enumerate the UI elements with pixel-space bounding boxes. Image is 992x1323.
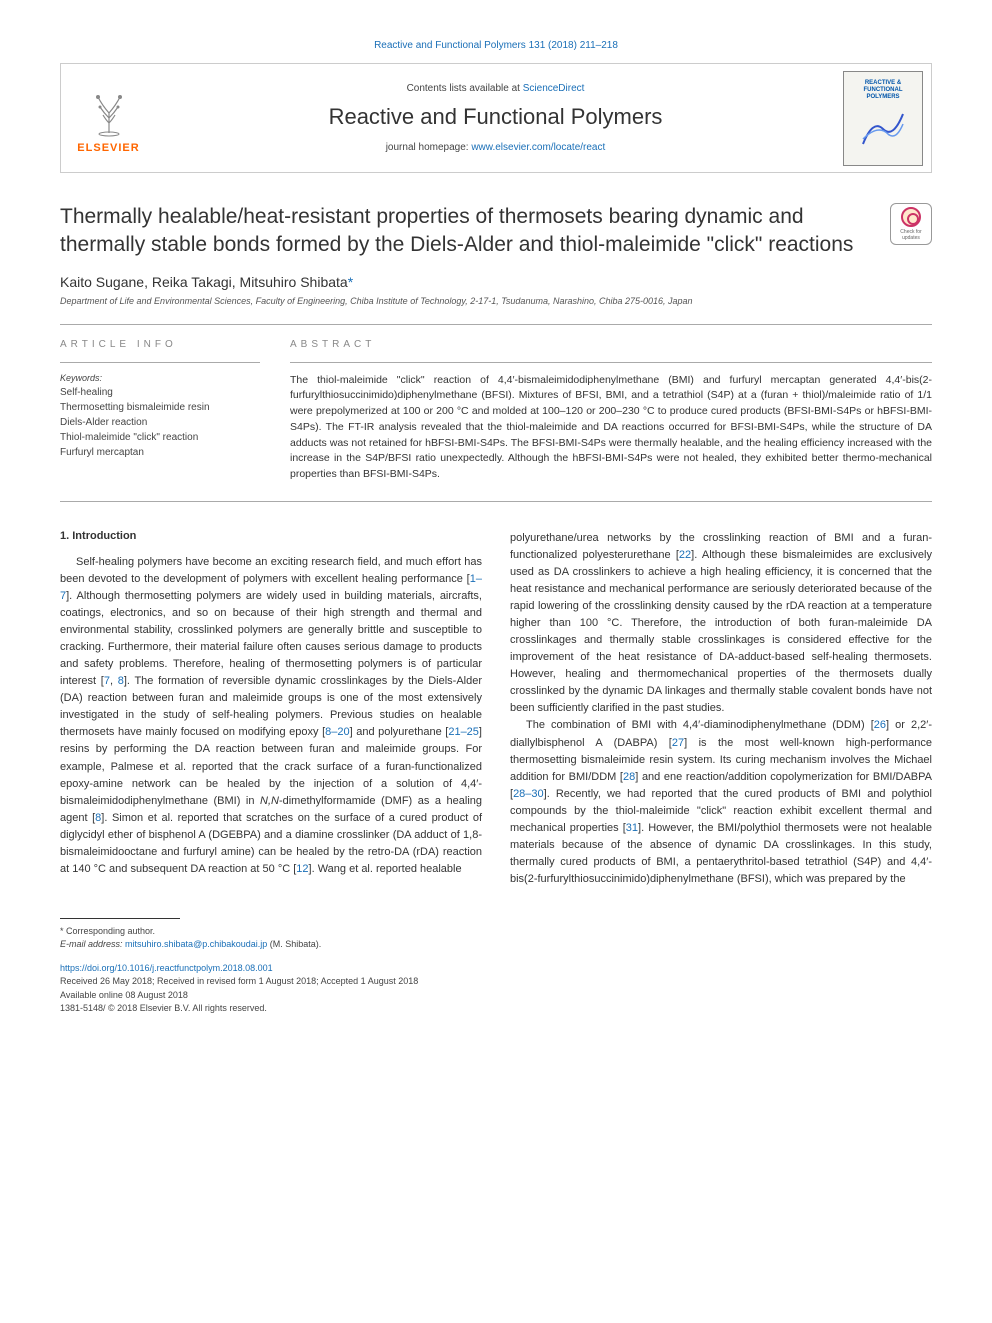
journal-header-box: ELSEVIER Contents lists available at Sci… — [60, 63, 932, 173]
email-line: E-mail address: mitsuhiro.shibata@p.chib… — [60, 938, 932, 952]
elsevier-wordmark: ELSEVIER — [77, 142, 139, 154]
section-title: Introduction — [72, 530, 136, 542]
body-columns: 1. Introduction Self-healing polymers ha… — [60, 530, 932, 888]
homepage-line: journal homepage: www.elsevier.com/locat… — [156, 142, 835, 153]
crossmark-badge[interactable]: Check for updates — [890, 203, 932, 245]
body-text: ]. Although thermosetting polymers are w… — [60, 590, 482, 687]
body-column-left: 1. Introduction Self-healing polymers ha… — [60, 530, 482, 888]
homepage-prefix: journal homepage: — [386, 142, 472, 153]
body-text-italic: N,N — [260, 795, 279, 807]
ref-link[interactable]: 26 — [874, 719, 886, 731]
article-info-column: ARTICLE INFO Keywords: Self-healing Ther… — [60, 339, 260, 483]
footnote-block: * Corresponding author. E-mail address: … — [60, 925, 932, 952]
body-text: The combination of BMI with 4,4′-diamino… — [526, 719, 874, 731]
authors-line: Kaito Sugane, Reika Takagi, Mitsuhiro Sh… — [60, 274, 932, 290]
available-line: Available online 08 August 2018 — [60, 989, 932, 1003]
badge-text: updates — [902, 235, 920, 241]
ref-link[interactable]: 22 — [679, 549, 691, 561]
cover-line: FUNCTIONAL — [864, 87, 903, 94]
cover-line: REACTIVE & — [865, 80, 901, 87]
elsevier-tree-icon — [84, 83, 134, 138]
ref-link[interactable]: 27 — [672, 737, 684, 749]
divider — [290, 362, 932, 363]
cover-line: POLYMERS — [866, 94, 899, 101]
affiliation: Department of Life and Environmental Sci… — [60, 296, 932, 306]
ref-link[interactable]: 28–30 — [513, 788, 544, 800]
abstract-label: ABSTRACT — [290, 339, 932, 350]
ref-link[interactable]: 8–20 — [325, 726, 349, 738]
keyword-item: Diels-Alder reaction — [60, 415, 260, 430]
sciencedirect-link[interactable]: ScienceDirect — [523, 83, 585, 94]
homepage-link[interactable]: www.elsevier.com/locate/react — [471, 142, 605, 153]
keyword-item: Self-healing — [60, 385, 260, 400]
journal-cover-thumb: REACTIVE & FUNCTIONAL POLYMERS — [843, 71, 923, 166]
journal-name: Reactive and Functional Polymers — [156, 104, 835, 130]
ref-link[interactable]: 21–25 — [448, 726, 479, 738]
body-column-right: polyurethane/urea networks by the crossl… — [510, 530, 932, 888]
keywords-heading: Keywords: — [60, 373, 260, 383]
elsevier-logo: ELSEVIER — [61, 64, 156, 172]
body-text: ]. Although these bismaleimides are excl… — [510, 549, 932, 714]
article-info-label: ARTICLE INFO — [60, 339, 260, 350]
section-number: 1. — [60, 530, 69, 542]
contents-line: Contents lists available at ScienceDirec… — [156, 83, 835, 94]
abstract-column: ABSTRACT The thiol-maleimide "click" rea… — [290, 339, 932, 483]
abstract-text: The thiol-maleimide "click" reaction of … — [290, 373, 932, 483]
email-name: (M. Shibata). — [267, 939, 321, 949]
email-link[interactable]: mitsuhiro.shibata@p.chibakoudai.jp — [125, 939, 267, 949]
keywords-list: Self-healing Thermosetting bismaleimide … — [60, 385, 260, 460]
body-paragraph: The combination of BMI with 4,4′-diamino… — [510, 717, 932, 887]
corresponding-note: * Corresponding author. — [60, 925, 932, 939]
article-title: Thermally healable/heat-resistant proper… — [60, 203, 890, 260]
corresponding-mark[interactable]: * — [348, 274, 353, 290]
body-text: ] and polyurethane [ — [350, 726, 449, 738]
keyword-item: Furfuryl mercaptan — [60, 445, 260, 460]
keyword-item: Thiol-maleimide "click" reaction — [60, 430, 260, 445]
ref-link[interactable]: 12 — [296, 863, 308, 875]
ref-link[interactable]: 31 — [626, 822, 638, 834]
author-names: Kaito Sugane, Reika Takagi, Mitsuhiro Sh… — [60, 274, 348, 290]
dates-line: Received 26 May 2018; Received in revise… — [60, 975, 932, 989]
citation-link[interactable]: Reactive and Functional Polymers 131 (20… — [374, 40, 618, 51]
crossmark-icon — [901, 207, 921, 227]
header-center: Contents lists available at ScienceDirec… — [156, 64, 835, 172]
body-paragraph: Self-healing polymers have become an exc… — [60, 554, 482, 878]
citation-header: Reactive and Functional Polymers 131 (20… — [60, 40, 932, 51]
body-paragraph: polyurethane/urea networks by the crossl… — [510, 530, 932, 718]
section-heading: 1. Introduction — [60, 530, 482, 542]
divider — [60, 501, 932, 502]
email-label: E-mail address: — [60, 939, 125, 949]
contents-prefix: Contents lists available at — [407, 83, 523, 94]
body-text: Self-healing polymers have become an exc… — [60, 556, 482, 585]
body-text: ]. Wang et al. reported healable — [309, 863, 462, 875]
keyword-item: Thermosetting bismaleimide resin — [60, 400, 260, 415]
ref-link[interactable]: 28 — [623, 771, 635, 783]
cover-art-icon — [858, 109, 908, 149]
divider — [60, 362, 260, 363]
footnote-divider — [60, 918, 180, 919]
doi-block: https://doi.org/10.1016/j.reactfunctpoly… — [60, 962, 932, 1016]
copyright-line: 1381-5148/ © 2018 Elsevier B.V. All righ… — [60, 1002, 932, 1016]
doi-link[interactable]: https://doi.org/10.1016/j.reactfunctpoly… — [60, 963, 273, 973]
body-text: , — [110, 675, 118, 687]
